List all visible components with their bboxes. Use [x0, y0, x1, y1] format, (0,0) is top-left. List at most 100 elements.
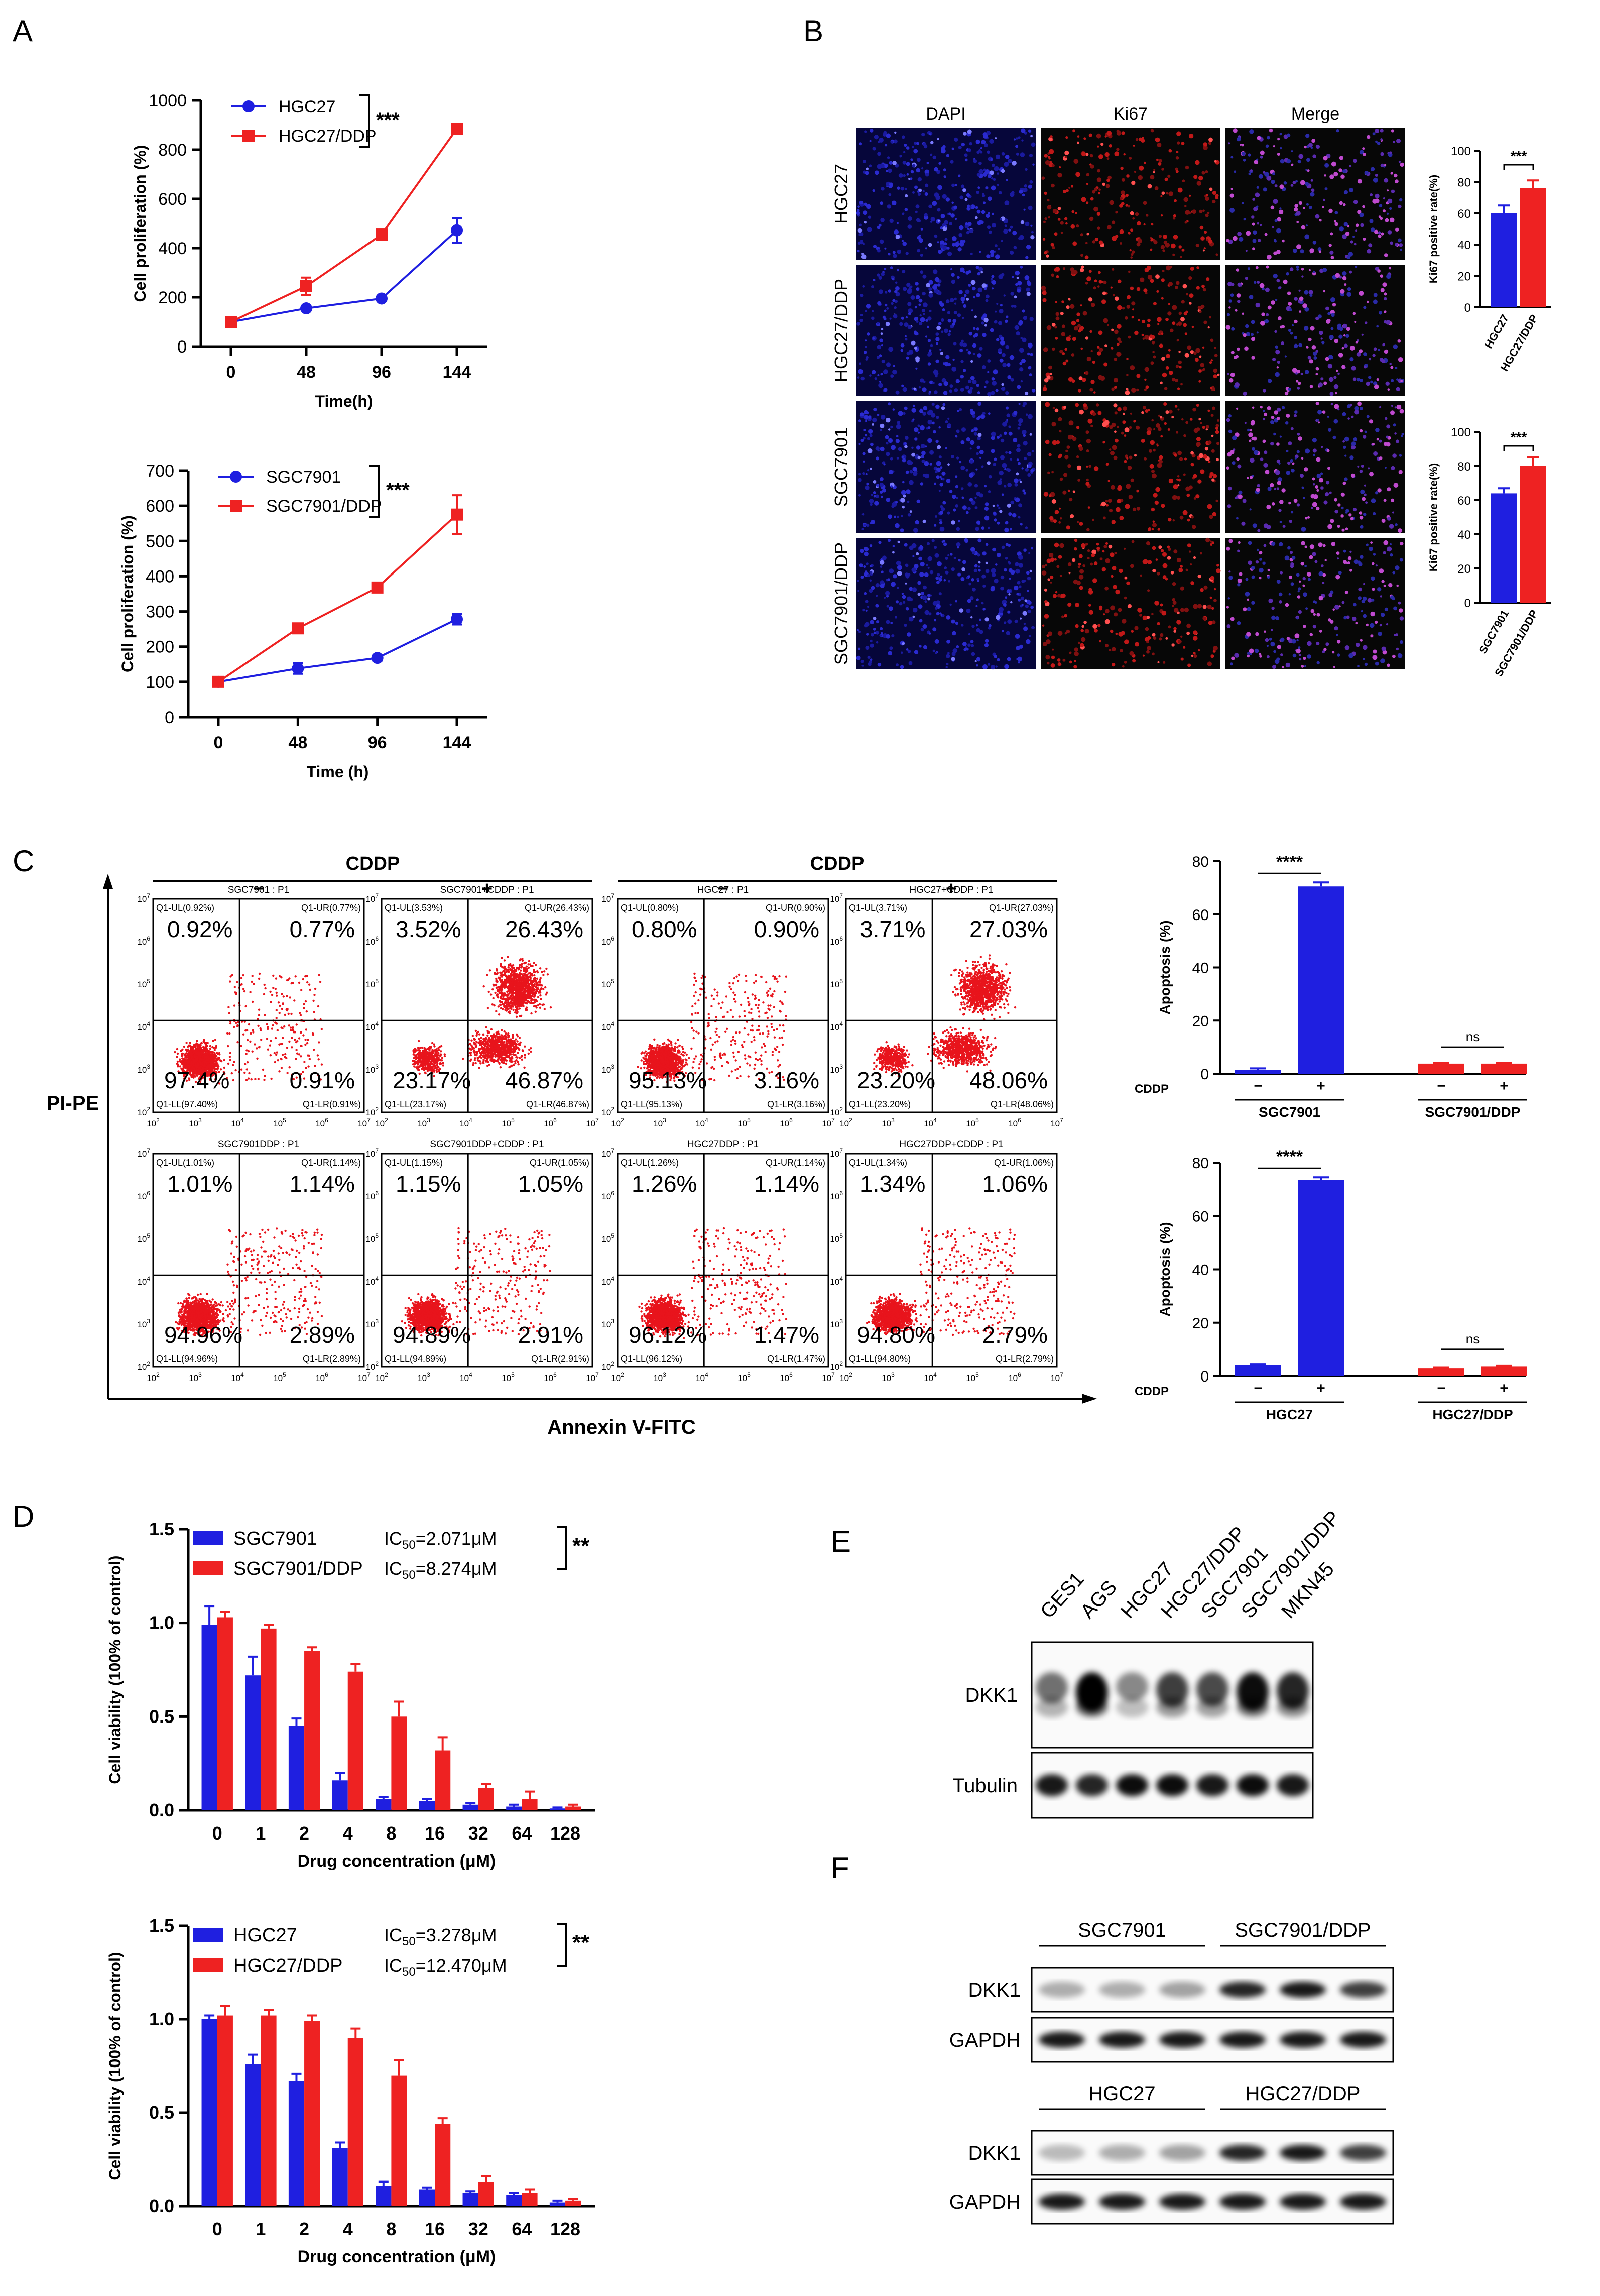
cell-dot [1150, 279, 1154, 283]
cell-dot [1043, 387, 1047, 391]
cell-dot [1018, 555, 1023, 560]
cell-dot [1000, 478, 1002, 481]
cell-dot [1381, 613, 1385, 617]
cell-dot [893, 314, 898, 319]
cell-dot [919, 322, 922, 325]
cell-dot [1328, 428, 1331, 432]
cell-dot [1327, 467, 1330, 470]
cell-dot [890, 374, 894, 378]
cell-dot [1284, 181, 1287, 185]
cell-dot [938, 220, 940, 222]
cell-dot [999, 607, 1004, 612]
cell-dot [1334, 498, 1337, 502]
cell-dot [924, 213, 928, 217]
cell-dot [1185, 221, 1187, 223]
cell-dot [861, 528, 864, 530]
cell-dot [1102, 183, 1105, 186]
cell-dot [1278, 509, 1281, 512]
cell-dot [1386, 274, 1391, 279]
cell-dot [1394, 432, 1397, 435]
cell-dot [980, 414, 985, 419]
cell-dot [1131, 253, 1133, 256]
cell-dot [1008, 451, 1011, 454]
cell-dot [1393, 141, 1395, 143]
event-dot [174, 1051, 176, 1053]
cell-dot [1362, 497, 1366, 501]
cell-dot [898, 447, 902, 451]
cell-dot [1264, 413, 1267, 416]
y-tick-label: 100 [146, 673, 174, 692]
cell-dot [1086, 173, 1090, 177]
cell-dot [947, 311, 950, 314]
cell-dot [1115, 411, 1118, 414]
cell-dot [1061, 594, 1065, 598]
cell-dot [952, 236, 957, 241]
cell-dot [1387, 517, 1391, 521]
cell-dot [1362, 147, 1365, 150]
cell-dot [858, 419, 861, 422]
cell-dot [1052, 499, 1056, 504]
cell-dot [1076, 312, 1080, 316]
cell-dot [1000, 455, 1005, 460]
cell-dot [1252, 247, 1255, 250]
cell-dot [1373, 299, 1378, 304]
cell-dot [993, 463, 997, 466]
cell-dot [896, 391, 900, 395]
cell-dot [1311, 147, 1313, 149]
cell-dot [998, 321, 1002, 325]
cell-dot [1237, 583, 1240, 586]
cell-dot [1270, 420, 1274, 424]
cell-dot [1310, 544, 1314, 549]
cell-dot [914, 650, 918, 654]
cell-dot [917, 236, 921, 240]
cell-dot [920, 378, 924, 382]
cell-dot [870, 620, 874, 625]
event-dot [305, 1028, 307, 1030]
cell-dot [1068, 562, 1072, 566]
cell-dot [909, 350, 914, 355]
cell-dot [1031, 626, 1035, 629]
cell-dot [1165, 178, 1168, 181]
event-dot [247, 1039, 249, 1041]
cell-dot [1390, 543, 1392, 545]
cell-dot [933, 371, 936, 374]
cell-dot [1376, 564, 1378, 566]
cell-dot [1124, 434, 1126, 437]
event-dot [228, 1032, 230, 1035]
cell-dot [1010, 458, 1013, 461]
cell-dot [963, 240, 965, 243]
event-dot [318, 974, 320, 976]
cell-dot [937, 445, 941, 449]
cell-dot [1253, 230, 1257, 235]
cell-dot [1395, 367, 1397, 369]
cell-dot [1327, 312, 1330, 315]
cell-dot [962, 505, 967, 510]
cell-dot [886, 322, 890, 326]
if-column-header: Ki67 [1114, 104, 1148, 124]
cell-dot [1145, 627, 1149, 631]
cell-dot [1330, 392, 1334, 396]
cell-dot [1184, 205, 1187, 207]
cell-dot [1259, 558, 1262, 561]
cell-dot [998, 507, 1000, 509]
cell-dot [960, 375, 964, 378]
cell-dot [886, 442, 888, 444]
cell-dot [937, 280, 939, 282]
cell-dot [1336, 551, 1340, 555]
cell-dot [1112, 647, 1116, 652]
cell-dot [1178, 409, 1180, 411]
y-tick-label: 600 [158, 190, 187, 209]
event-dot [286, 1072, 288, 1074]
y-tick-label: 1000 [149, 91, 187, 110]
cell-dot [1371, 599, 1374, 602]
cell-dot [881, 344, 883, 346]
cell-dot [1010, 355, 1015, 360]
cell-dot [1299, 581, 1301, 583]
cell-dot [1087, 419, 1092, 424]
cell-dot [1086, 430, 1089, 434]
cell-dot [1299, 201, 1302, 205]
cell-dot [1018, 418, 1023, 423]
cell-dot [947, 423, 951, 427]
cell-dot [1333, 172, 1338, 176]
cell-dot [1051, 656, 1055, 659]
